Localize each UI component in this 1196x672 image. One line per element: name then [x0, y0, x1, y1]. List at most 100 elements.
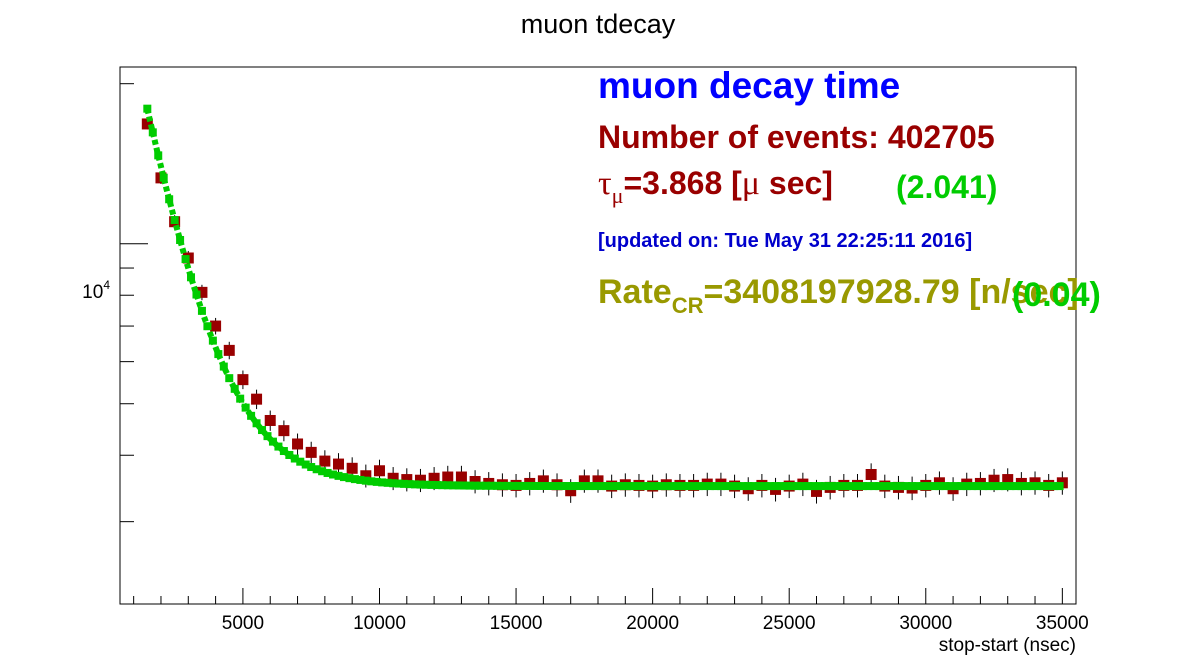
- fit-marker: [290, 454, 299, 463]
- x-axis-title: stop-start (nsec): [939, 635, 1076, 656]
- fit-marker: [542, 481, 551, 490]
- data-point: [210, 317, 222, 335]
- fit-marker: [777, 482, 786, 491]
- fit-marker: [339, 473, 348, 482]
- fit-marker: [984, 482, 993, 491]
- fit-marker: [563, 482, 572, 491]
- x-tick-label: 30000: [899, 613, 952, 634]
- chart-title: muon tdecay: [521, 9, 676, 39]
- fit-marker: [252, 419, 261, 428]
- fit-marker: [318, 467, 327, 476]
- fit-marker: [460, 481, 469, 490]
- fit-marker: [296, 457, 305, 466]
- fit-marker: [558, 482, 567, 491]
- fit-marker: [514, 481, 523, 490]
- fit-marker: [667, 482, 676, 491]
- data-marker: [401, 474, 413, 486]
- fit-marker: [716, 482, 725, 491]
- data-marker: [196, 286, 208, 298]
- fit-marker: [438, 481, 447, 490]
- fit-marker: [301, 460, 310, 469]
- fit-marker: [634, 482, 643, 491]
- annotation-rate-error: (0.04): [1012, 276, 1101, 314]
- data-point: [251, 389, 263, 410]
- data-marker: [251, 393, 263, 405]
- fit-marker: [312, 465, 321, 474]
- fit-marker: [995, 482, 1004, 491]
- fit-marker: [421, 480, 430, 489]
- tau-value: =3.868 [: [623, 165, 742, 201]
- fit-marker: [624, 482, 633, 491]
- fit-marker: [394, 479, 403, 488]
- fit-marker: [858, 482, 867, 491]
- data-marker: [578, 475, 590, 487]
- data-marker: [141, 118, 153, 130]
- y-tick-label-exponent: 4: [103, 278, 110, 292]
- fit-marker: [323, 468, 332, 477]
- fit-marker: [443, 481, 452, 490]
- fit-marker: [1006, 482, 1015, 491]
- fit-marker: [935, 482, 944, 491]
- fit-marker: [274, 442, 283, 451]
- fit-marker: [241, 403, 250, 412]
- fit-marker: [902, 482, 911, 491]
- data-marker: [387, 472, 399, 484]
- fit-marker: [389, 479, 398, 488]
- fit-marker: [187, 273, 196, 282]
- data-marker: [346, 462, 358, 474]
- fit-marker: [695, 482, 704, 491]
- data-marker: [442, 471, 454, 483]
- fit-marker: [946, 482, 955, 491]
- fit-marker: [285, 450, 294, 459]
- data-marker: [428, 472, 440, 484]
- fit-marker: [482, 481, 491, 490]
- tau-symbol: τ: [598, 165, 612, 202]
- fit-marker: [208, 336, 217, 345]
- x-axis: 5000 10000 15000 20000 25000 30000 35000: [133, 588, 1089, 634]
- fit-marker: [547, 482, 556, 491]
- fit-marker: [973, 482, 982, 491]
- fit-marker: [400, 479, 409, 488]
- fit-marker: [427, 480, 436, 489]
- data-marker: [565, 485, 577, 497]
- fit-marker: [602, 482, 611, 491]
- fit-marker: [520, 481, 529, 490]
- annotations: muon decay time Number of events: 402705…: [598, 65, 1101, 318]
- fit-marker: [307, 463, 316, 472]
- fit-marker: [842, 482, 851, 491]
- fit-marker: [492, 481, 501, 490]
- x-tick-label: 10000: [353, 613, 406, 634]
- data-point: [264, 410, 276, 431]
- data-marker: [865, 468, 877, 480]
- data-marker: [333, 458, 345, 470]
- annotation-updated: [updated on: Tue May 31 22:25:11 2016]: [598, 230, 972, 252]
- fit-marker: [531, 481, 540, 490]
- fit-marker: [897, 482, 906, 491]
- fit-marker: [192, 290, 201, 299]
- data-marker: [811, 485, 823, 497]
- fit-marker: [656, 482, 665, 491]
- fit-marker: [979, 482, 988, 491]
- fit-marker: [159, 173, 168, 182]
- fit-marker: [771, 482, 780, 491]
- fit-marker: [891, 482, 900, 491]
- data-marker: [264, 414, 276, 426]
- data-point: [196, 284, 208, 301]
- fit-marker: [607, 482, 616, 491]
- fit-marker: [553, 482, 562, 491]
- fit-marker: [613, 482, 622, 491]
- fit-marker: [181, 255, 190, 264]
- data-marker: [988, 474, 1000, 486]
- fit-marker: [203, 322, 212, 331]
- fit-marker: [536, 481, 545, 490]
- fit-marker: [869, 482, 878, 491]
- fit-marker: [236, 394, 245, 403]
- fit-marker: [279, 447, 288, 456]
- fit-marker: [454, 481, 463, 490]
- fit-marker: [410, 480, 419, 489]
- fit-marker: [1017, 482, 1026, 491]
- fit-marker: [378, 478, 387, 487]
- fit-marker: [449, 481, 458, 490]
- fit-marker: [886, 482, 895, 491]
- fit-marker: [591, 482, 600, 491]
